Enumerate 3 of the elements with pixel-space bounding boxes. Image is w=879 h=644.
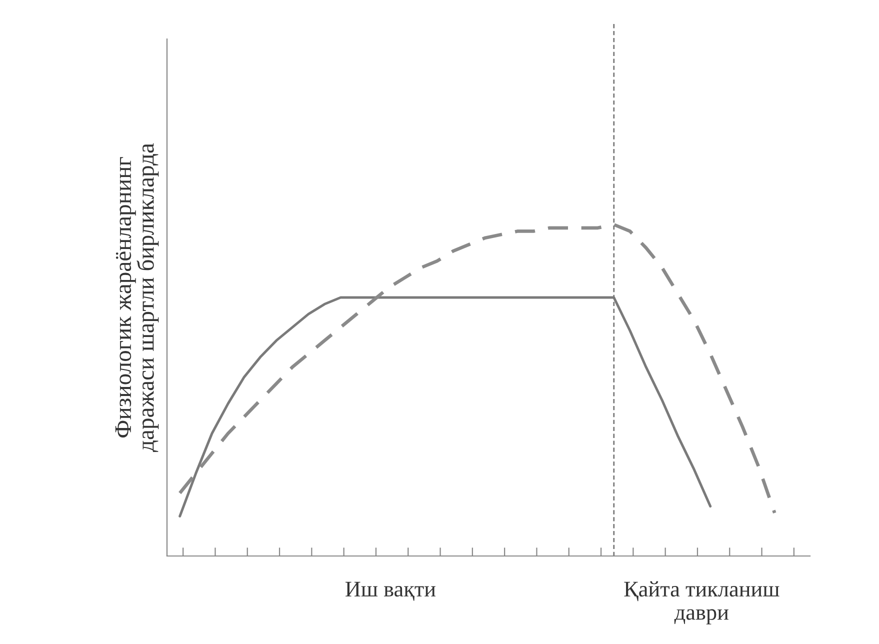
text: Қайта тикланиш даври <box>624 581 780 624</box>
y-axis-title: Физиологик жараёнларнинг даражаси шартли бирликларда <box>115 143 159 452</box>
text: Иш вақти <box>346 582 436 601</box>
